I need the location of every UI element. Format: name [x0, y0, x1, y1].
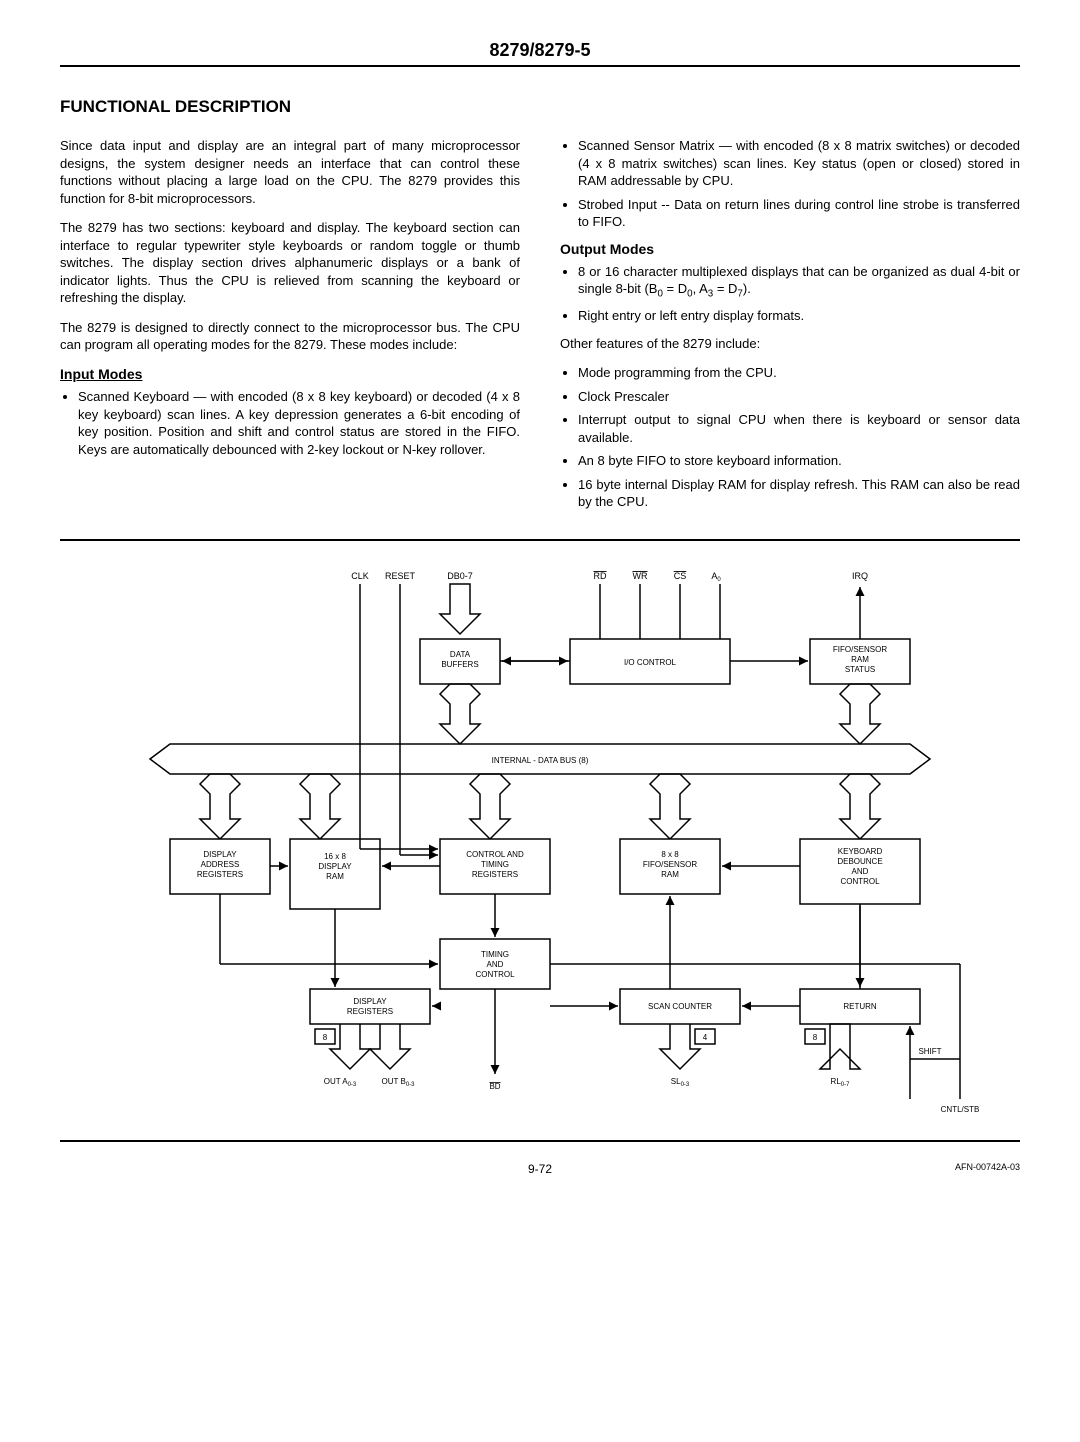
svg-text:REGISTERS: REGISTERS: [197, 870, 243, 879]
label-rd: RD: [594, 571, 607, 581]
label-sl: SL0-3: [671, 1077, 690, 1088]
paragraph: The 8279 has two sections: keyboard and …: [60, 219, 520, 307]
svg-text:CONTROL: CONTROL: [475, 970, 515, 979]
svg-text:BUFFERS: BUFFERS: [441, 660, 478, 669]
svg-text:DISPLAY: DISPLAY: [318, 862, 352, 871]
box-scan-counter: SCAN COUNTER: [648, 1002, 712, 1011]
svg-text:ADDRESS: ADDRESS: [201, 860, 240, 869]
label-wr: WR: [633, 571, 648, 581]
svg-text:RAM: RAM: [326, 872, 344, 881]
svg-text:TIMING: TIMING: [481, 860, 509, 869]
svg-text:CONTROL: CONTROL: [840, 877, 880, 886]
svg-text:8: 8: [813, 1033, 818, 1042]
box-timing-ctrl: TIMING: [481, 950, 509, 959]
list-item: An 8 byte FIFO to store keyboard informa…: [578, 452, 1020, 470]
box-data-buffers: DATA: [450, 650, 471, 659]
label-cs: CS: [674, 571, 687, 581]
box-io-control: I/O CONTROL: [624, 658, 677, 667]
svg-text:REGISTERS: REGISTERS: [347, 1007, 393, 1016]
left-column: Since data input and display are an inte…: [60, 137, 520, 521]
block-diagram: CLK RESET DB0-7 RD WR CS A0 IRQ DATA BUF…: [60, 559, 1020, 1122]
divider: [60, 539, 1020, 541]
box-disp-reg: DISPLAY: [353, 997, 387, 1006]
svg-text:STATUS: STATUS: [845, 665, 875, 674]
label-rl: RL0-7: [831, 1077, 851, 1088]
svg-text:4: 4: [703, 1033, 708, 1042]
list-item: Scanned Sensor Matrix — with encoded (8 …: [578, 137, 1020, 190]
box-return: RETURN: [843, 1002, 877, 1011]
paragraph: Other features of the 8279 include:: [560, 335, 1020, 353]
list-item: Scanned Keyboard — with encoded (8 x 8 k…: [78, 388, 520, 458]
box-internal-bus: INTERNAL - DATA BUS (8): [492, 756, 589, 765]
label-db: DB0-7: [447, 571, 473, 581]
svg-text:DEBOUNCE: DEBOUNCE: [837, 857, 882, 866]
box-fifo-status: FIFO/SENSOR: [833, 645, 887, 654]
list-item: Mode programming from the CPU.: [578, 364, 1020, 382]
two-column-text: Since data input and display are an inte…: [60, 137, 1020, 521]
svg-text:RAM: RAM: [661, 870, 679, 879]
page-header: 8279/8279-5: [60, 40, 1020, 67]
input-modes-heading: Input Modes: [60, 366, 520, 382]
list-item: 16 byte internal Display RAM for display…: [578, 476, 1020, 511]
paragraph: Since data input and display are an inte…: [60, 137, 520, 207]
list-item: Strobed Input -- Data on return lines du…: [578, 196, 1020, 231]
label-out-a: OUT A0-3: [324, 1077, 357, 1088]
svg-text:AND: AND: [852, 867, 869, 876]
box-ctrl-timing-reg: CONTROL AND: [466, 850, 524, 859]
box-disp-ram: 16 x 8: [324, 852, 346, 861]
svg-text:REGISTERS: REGISTERS: [472, 870, 518, 879]
label-bd: BD: [489, 1082, 500, 1091]
list-item: Clock Prescaler: [578, 388, 1020, 406]
label-clk: CLK: [351, 571, 369, 581]
svg-text:8: 8: [323, 1033, 328, 1042]
label-a0: A0: [711, 571, 721, 583]
section-title: FUNCTIONAL DESCRIPTION: [60, 97, 1020, 117]
divider: [60, 1140, 1020, 1142]
list-item: 8 or 16 character multiplexed displays t…: [578, 263, 1020, 301]
svg-text:RAM: RAM: [851, 655, 869, 664]
paragraph: The 8279 is designed to directly connect…: [60, 319, 520, 354]
box-kb-debounce: KEYBOARD: [838, 847, 883, 856]
label-irq: IRQ: [852, 571, 868, 581]
svg-text:AND: AND: [487, 960, 504, 969]
svg-text:FIFO/SENSOR: FIFO/SENSOR: [643, 860, 697, 869]
list-item: Right entry or left entry display format…: [578, 307, 1020, 325]
label-cntl: CNTL/STB: [941, 1105, 980, 1114]
box-disp-addr: DISPLAY: [203, 850, 237, 859]
right-column: Scanned Sensor Matrix — with encoded (8 …: [560, 137, 1020, 521]
label-reset: RESET: [385, 571, 416, 581]
label-shift: SHIFT: [918, 1047, 941, 1056]
output-modes-heading: Output Modes: [560, 241, 1020, 257]
list-item: Interrupt output to signal CPU when ther…: [578, 411, 1020, 446]
label-out-b: OUT B0-3: [382, 1077, 416, 1088]
box-fifo-ram: 8 x 8: [661, 850, 679, 859]
